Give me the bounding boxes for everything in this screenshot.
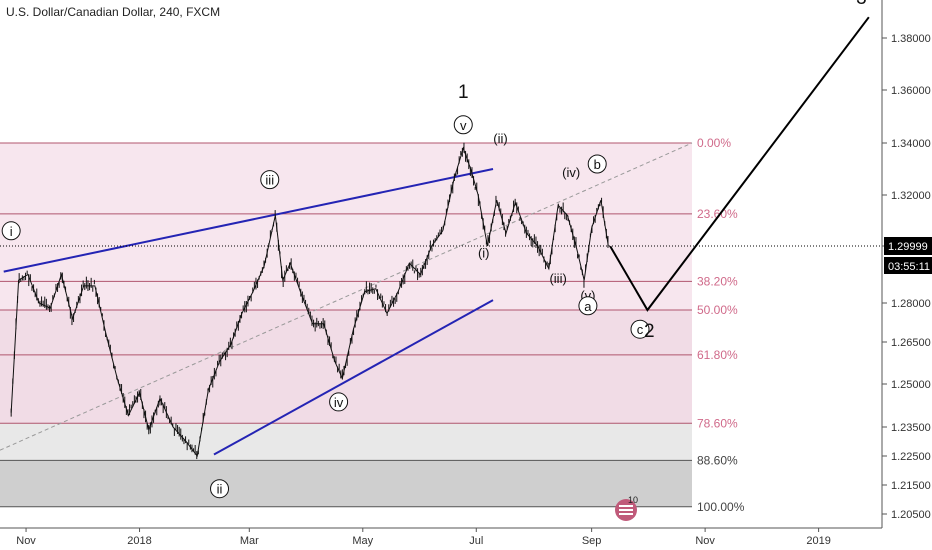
- wave-label: iii: [265, 173, 274, 188]
- price-badge-box: [884, 237, 932, 255]
- fib-band: [0, 281, 692, 311]
- wave-label: 1: [458, 82, 469, 103]
- price-axis: 1.380001.360001.340001.320001.300001.280…: [881, 0, 931, 528]
- wave-label: i: [10, 224, 13, 239]
- fib-level-label: 0.00%: [697, 136, 731, 150]
- fib-level-label: 100.00%: [697, 500, 745, 514]
- wave-label: (ii): [493, 131, 507, 146]
- y-tick-label: 1.36000: [891, 85, 931, 97]
- fib-level-label: 50.00%: [697, 303, 738, 317]
- y-tick-label: 1.21500: [891, 480, 931, 492]
- fib-diagonal: [0, 142, 693, 451]
- wave-label: 2: [644, 321, 655, 342]
- wave-label-circle: [1, 221, 21, 241]
- projection-line: [609, 16, 870, 312]
- x-tick-label: Sep: [582, 535, 602, 547]
- wave-label: iv: [334, 395, 344, 410]
- wave-label-circle: [453, 115, 473, 135]
- logo-badge: 10: [628, 495, 638, 505]
- channel-upper-line: [3, 168, 494, 273]
- wave-label-circle: [578, 296, 598, 316]
- price-series: [0, 142, 884, 460]
- x-tick-label: 2019: [806, 535, 830, 547]
- y-tick-label: 1.23500: [891, 422, 931, 434]
- y-tick-label: 1.22500: [891, 451, 931, 463]
- price-badge: 1.29999 03:55:11: [884, 237, 932, 274]
- wave-label: (iv): [562, 165, 580, 180]
- fib-band: [0, 423, 692, 461]
- wave-label: a: [584, 299, 592, 314]
- price-line: [10, 146, 609, 458]
- y-tick-label: 1.20500: [891, 509, 931, 521]
- channel-lower-line: [213, 299, 494, 456]
- countdown-box: [884, 257, 932, 274]
- wave-projection: [609, 16, 870, 312]
- wave-label: ii: [217, 482, 223, 497]
- fib-band: [0, 213, 692, 282]
- x-tick-label: Nov: [695, 535, 715, 547]
- wave-label: 3: [856, 0, 867, 9]
- fib-band: [0, 143, 692, 214]
- y-tick-label: 1.38000: [891, 33, 931, 45]
- fib-band: [0, 310, 692, 355]
- y-tick-label: 1.32000: [891, 190, 931, 202]
- x-tick-label: Nov: [16, 535, 36, 547]
- fib-level-label: 78.60%: [697, 416, 738, 430]
- wave-label-circle: [210, 479, 230, 499]
- wave-label: b: [594, 157, 601, 172]
- y-tick-label: 1.25000: [891, 379, 931, 391]
- wave-label: v: [460, 118, 467, 133]
- x-tick-label: 2018: [127, 535, 151, 547]
- bar-countdown: 03:55:11: [888, 261, 930, 273]
- y-tick-label: 1.34000: [891, 138, 931, 150]
- y-tick-label: 1.26500: [891, 337, 931, 349]
- wave-label: (iii): [549, 271, 566, 286]
- wave-label-circle: [630, 319, 650, 339]
- fib-level-label: 38.20%: [697, 274, 738, 288]
- fib-level-label: 61.80%: [697, 348, 738, 362]
- y-tick-label: 1.28000: [891, 298, 931, 310]
- wave-label-circle: [587, 154, 607, 174]
- x-tick-label: May: [352, 535, 373, 547]
- x-tick-label: Jul: [469, 535, 483, 547]
- fib-band: [0, 460, 692, 507]
- wave-label-circle: [260, 170, 280, 190]
- fib-level-label: 88.60%: [697, 453, 738, 467]
- chart-title: U.S. Dollar/Canadian Dollar, 240, FXCM: [6, 5, 220, 19]
- fibonacci-retracement: 0.00% 23.60% 38.20% 50.00% 61.80% 78.60% 88.60…: [0, 136, 745, 514]
- x-tick-label: Mar: [240, 535, 259, 547]
- broker-logo: 10: [615, 495, 638, 521]
- wave-label: (i): [478, 245, 490, 260]
- wave-label: c: [637, 322, 644, 337]
- time-axis: Nov 2018 Mar May Jul Sep Nov 2019: [0, 527, 882, 547]
- current-price: 1.29999: [888, 241, 928, 253]
- wave-label-circle: [329, 392, 349, 412]
- trend-channel: [3, 168, 494, 456]
- fib-level-label: 23.60%: [697, 207, 738, 221]
